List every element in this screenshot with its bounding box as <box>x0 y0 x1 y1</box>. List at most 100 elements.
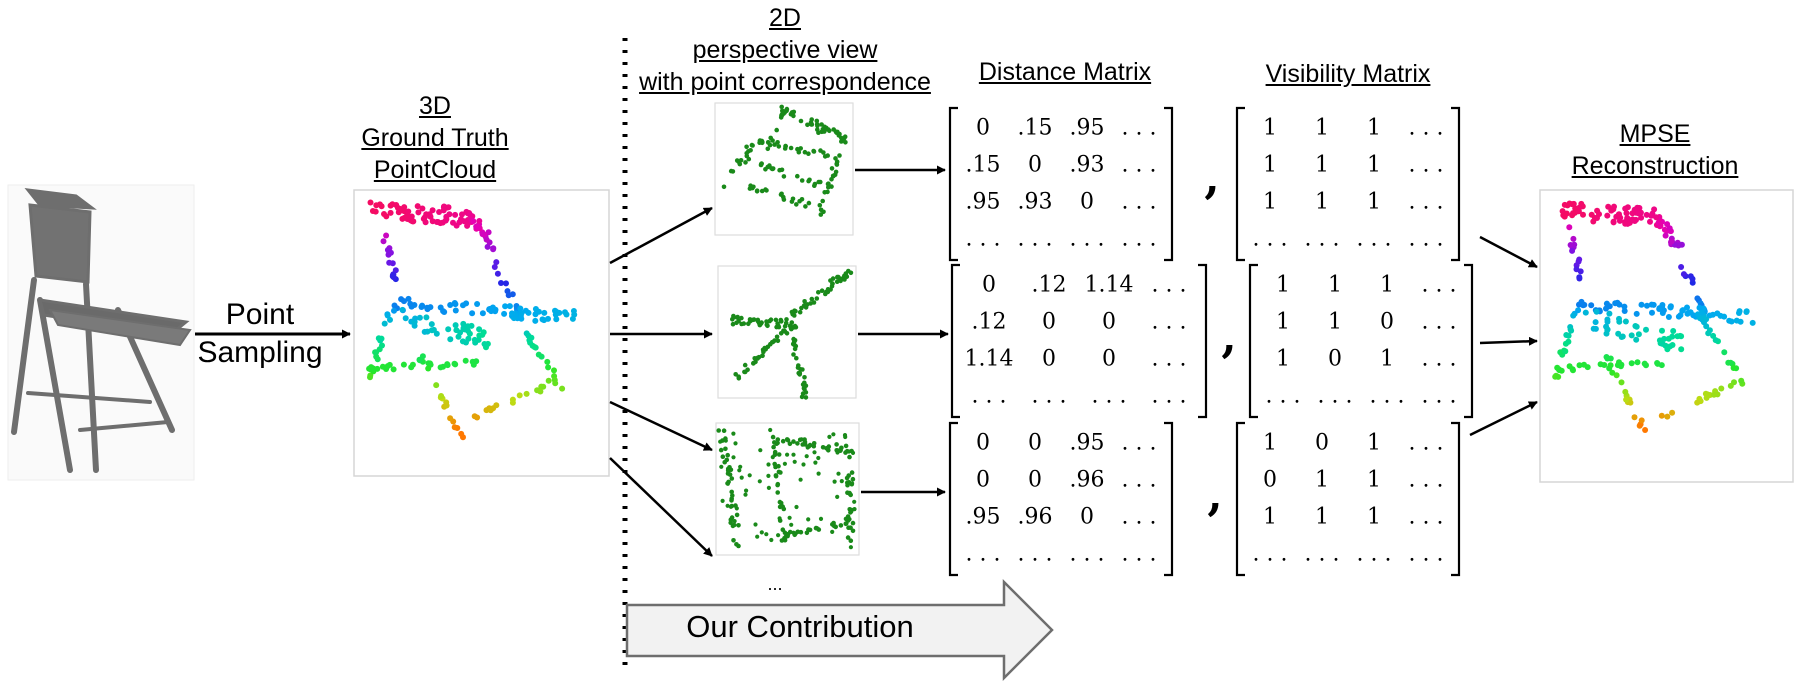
visibility-matrix-3-cell: . . . <box>1409 468 1444 493</box>
ground-truth-point <box>386 361 393 368</box>
view-1-point <box>781 197 787 202</box>
ground-truth-point <box>468 322 475 329</box>
view-3-point <box>789 522 794 527</box>
distance-matrix-1-cell: . . . <box>1122 153 1157 178</box>
view-3-point <box>734 542 739 547</box>
view-2-point <box>791 336 796 342</box>
view-2-point <box>760 353 765 359</box>
reconstruction-point <box>1635 331 1642 338</box>
ground-truth-point <box>408 364 415 371</box>
reconstruction-point <box>1604 355 1611 362</box>
view-2-point <box>742 362 748 368</box>
ground-truth-point <box>401 204 408 211</box>
distance-matrix-1-cell: .95 <box>966 190 1001 215</box>
view-1-point <box>791 113 796 119</box>
view-3-point <box>770 455 775 460</box>
ground-truth-point <box>373 202 380 209</box>
reconstruction-point <box>1738 377 1745 384</box>
view-2-point <box>773 317 779 323</box>
view-2-point <box>797 309 803 315</box>
ground-truth-point <box>509 310 515 317</box>
ground-truth-point <box>387 316 393 323</box>
reconstruction-point <box>1721 349 1728 356</box>
reconstruction-point <box>1678 333 1685 340</box>
reconstruction-point-cloud <box>1552 200 1756 433</box>
reconstruction-point <box>1656 306 1663 312</box>
view-1-point <box>805 122 810 128</box>
view-1-point <box>817 203 823 208</box>
view-1-point <box>759 188 765 194</box>
ground-truth-point <box>433 382 440 389</box>
view-3-point <box>791 530 796 535</box>
reconstruction-point <box>1703 394 1710 401</box>
reconstruction-point <box>1730 365 1737 371</box>
ground-truth-point <box>458 430 465 437</box>
ground-truth-point <box>425 360 432 367</box>
view-3-point <box>766 462 771 467</box>
view-2-frame <box>717 265 857 399</box>
distance-matrix-3-cell: . . . <box>1122 542 1157 567</box>
ground-truth-point <box>383 366 390 372</box>
reconstruction-point <box>1590 218 1597 225</box>
view-1-point <box>789 110 795 115</box>
reconstruction-title: MPSE Reconstruction <box>1550 118 1760 182</box>
ground-truth-point <box>429 207 436 214</box>
ground-truth-point <box>469 310 476 317</box>
distance-matrix-2-cell: 0 <box>1042 310 1056 335</box>
view-3-point <box>780 438 786 444</box>
distance-matrix-2-cell: . . . <box>1032 384 1067 409</box>
reconstruction-point <box>1594 207 1601 214</box>
ground-truth-point <box>383 232 390 239</box>
view-3-point <box>766 473 771 478</box>
view-3-point <box>725 503 730 508</box>
ground-truth-point <box>475 224 481 231</box>
distance-matrix-2-cell: 0 <box>982 273 996 298</box>
reconstruction-point <box>1621 303 1628 310</box>
distance-matrix-2-cell: . . . <box>1152 273 1187 298</box>
visibility-matrix-2-cell: . . . <box>1422 384 1457 409</box>
ground-truth-point <box>423 211 430 218</box>
reconstruction-point <box>1743 308 1750 315</box>
view-1-point <box>768 135 773 141</box>
view-3-point <box>794 504 799 510</box>
view-3-point <box>773 473 779 478</box>
ground-truth-point <box>551 367 557 374</box>
view-3-point <box>811 443 817 449</box>
reconstruction-point <box>1659 327 1665 334</box>
reconstruction-point <box>1664 346 1671 353</box>
distance-matrix-1-cell: 0 <box>1080 190 1094 215</box>
ground-truth-point <box>451 300 458 306</box>
view-2-point <box>743 369 748 375</box>
view-3-point <box>846 449 852 454</box>
ground-truth-point <box>491 264 498 270</box>
view-3-point <box>744 488 749 493</box>
reconstruction-point <box>1558 367 1565 374</box>
reconstruction-point <box>1601 362 1608 368</box>
view-2-point <box>782 323 788 329</box>
reconstruction-point <box>1608 207 1615 214</box>
view-3-point <box>775 481 781 487</box>
comma-1: , <box>1204 153 1219 204</box>
view-3-point <box>787 441 793 447</box>
reconstruction-point <box>1565 338 1572 345</box>
reconstruction-point <box>1643 326 1649 333</box>
distance-matrix-2-cell: . . . <box>1152 384 1187 409</box>
reconstruction-point <box>1721 313 1728 320</box>
distance-matrix-2-cell: 1.14 <box>1085 273 1134 298</box>
visibility-matrix-3-cell: . . . <box>1409 505 1444 530</box>
ground-truth-point <box>383 213 390 220</box>
reconstruction-point <box>1675 313 1682 320</box>
ground-truth-point <box>411 322 418 329</box>
ground-truth-point <box>466 330 473 337</box>
view-3-point <box>848 525 853 530</box>
view-3-point <box>782 461 788 466</box>
view-3-point <box>732 519 737 524</box>
ground-truth-point <box>509 291 516 298</box>
view-3-point <box>747 473 752 478</box>
perspective-line-2: perspective view <box>692 36 878 64</box>
reconstruction-point <box>1584 364 1591 371</box>
reconstruction-point <box>1576 275 1583 282</box>
distance-matrix-1-cell: . . . <box>966 227 1001 252</box>
ground-truth-point <box>559 385 566 392</box>
view-3-point <box>818 516 824 522</box>
